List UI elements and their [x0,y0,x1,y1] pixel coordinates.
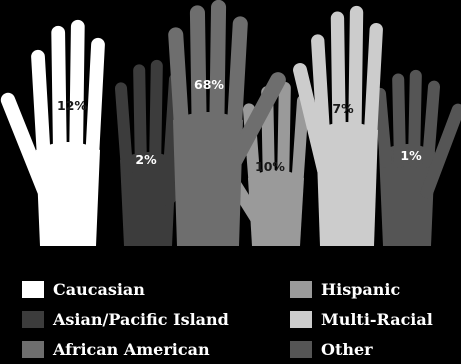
hand-finger [85,37,105,167]
legend-swatch [22,340,44,358]
legend-swatch [22,280,44,298]
hand-palm [173,112,243,246]
hand-thumb [227,72,286,168]
hand-finger [363,22,383,147]
legend-swatch [22,310,44,328]
hand-0 [0,19,105,246]
legend-swatch [290,340,312,358]
hand-finger [311,34,331,147]
hand-2 [168,0,286,246]
legend-item: Caucasian [22,278,145,300]
legend-label: African American [53,339,210,359]
legend-swatch [290,280,312,298]
hand-finger [407,69,422,169]
hand-finger [348,5,364,147]
hand-finger [421,80,441,169]
hand-palm [379,144,435,246]
legend-label: Hispanic [321,279,401,299]
legend-label: Multi-Racial [321,309,433,329]
value-label: 10% [255,159,285,174]
value-label: 2% [135,152,157,167]
legend-label: Caucasian [53,279,145,299]
hand-palm [316,122,378,246]
legend-item: Multi-Racial [290,308,433,330]
value-label: 1% [400,148,422,163]
hand-5 [373,69,461,246]
hand-finger [392,73,407,169]
legend-label: Asian/Pacific Island [53,309,229,329]
value-label: 68% [194,77,224,92]
legend-label: Other [321,339,373,359]
hand-finger [290,94,310,195]
value-label: 7% [332,101,354,116]
hand-finger [148,59,163,177]
hand-palm [248,170,304,246]
legend-item: African American [22,338,210,360]
hand-4 [293,5,383,246]
legend: Caucasian Asian/Pacific Island African Ame… [0,272,461,364]
hand-finger [31,49,51,167]
hand-finger [51,25,67,167]
legend-swatch [290,310,312,328]
hand-finger [276,81,291,195]
hand-finger [330,11,346,147]
legend-item: Other [290,338,373,360]
hands-pictograph: 12% 2% 10% 1% 7% 68% [0,0,461,246]
legend-item: Hispanic [290,278,400,300]
hand-finger [69,19,85,167]
hand-finger [373,87,393,169]
hand-finger [189,5,207,138]
hand-thumb [293,63,331,177]
value-label: 12% [57,98,87,113]
legend-item: Asian/Pacific Island [22,308,229,330]
hand-palm [120,152,176,246]
hand-thumb [420,103,461,199]
hand-finger [226,16,248,138]
hand-finger [209,0,227,138]
hand-thumb [0,92,52,198]
hand-finger [133,64,148,177]
hand-finger [114,82,134,177]
hand-palm [36,142,100,246]
hand-finger [168,27,190,138]
